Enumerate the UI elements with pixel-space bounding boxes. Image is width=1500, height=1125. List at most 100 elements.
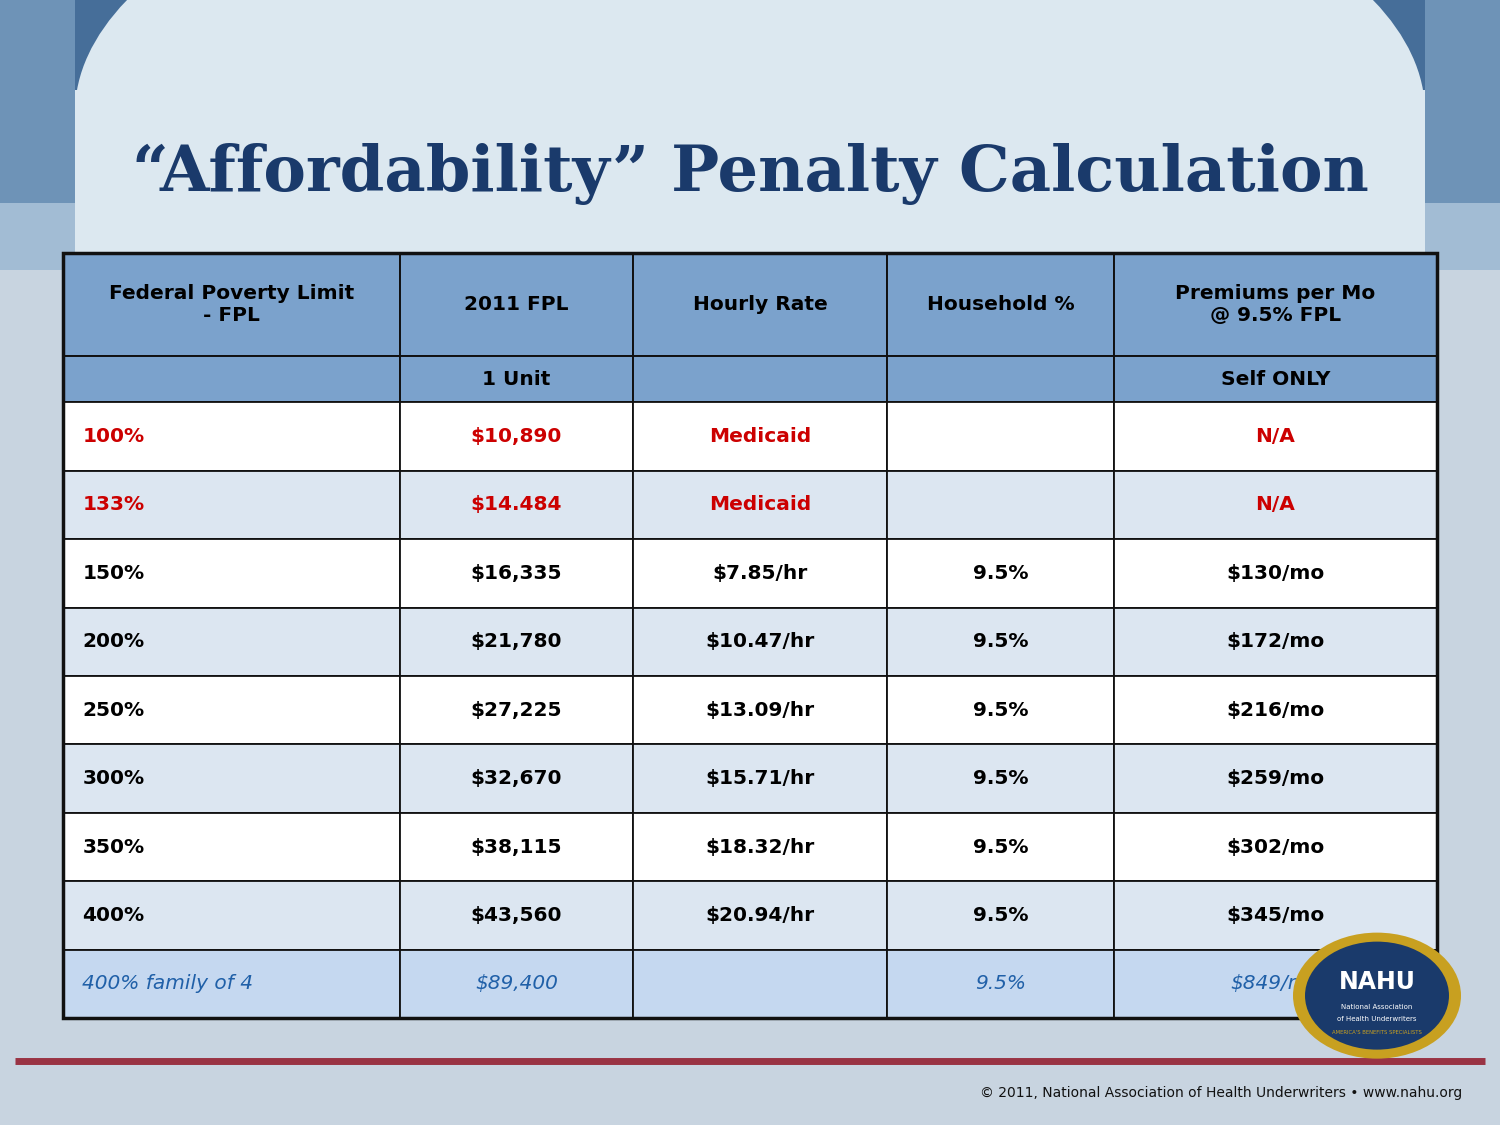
Text: Medicaid: Medicaid xyxy=(710,495,812,514)
Bar xyxy=(399,813,633,881)
Text: 200%: 200% xyxy=(82,632,144,651)
Bar xyxy=(633,676,888,745)
Bar xyxy=(1114,950,1437,1018)
Bar xyxy=(888,539,1114,608)
Bar xyxy=(399,608,633,676)
Bar xyxy=(63,253,1437,1018)
Bar xyxy=(1114,608,1437,676)
Bar xyxy=(1114,539,1437,608)
Bar xyxy=(633,403,888,470)
Bar xyxy=(399,676,633,745)
Bar xyxy=(63,403,399,470)
Bar xyxy=(1114,813,1437,881)
Bar xyxy=(1114,676,1437,745)
Text: 150%: 150% xyxy=(82,564,144,583)
Bar xyxy=(888,745,1114,813)
Bar xyxy=(888,357,1114,403)
Text: AMERICA'S BENEFITS SPECIALISTS: AMERICA'S BENEFITS SPECIALISTS xyxy=(1332,1030,1422,1035)
Text: $302/mo: $302/mo xyxy=(1227,837,1324,856)
Bar xyxy=(0,0,1500,202)
Text: 400%: 400% xyxy=(82,906,144,925)
Text: 9.5%: 9.5% xyxy=(975,974,1026,993)
Text: 1 Unit: 1 Unit xyxy=(482,370,550,389)
Bar xyxy=(399,357,633,403)
Bar xyxy=(1114,253,1437,357)
Bar xyxy=(399,881,633,950)
Text: Self ONLY: Self ONLY xyxy=(1221,370,1330,389)
Text: Premiums per Mo
@ 9.5% FPL: Premiums per Mo @ 9.5% FPL xyxy=(1176,285,1376,325)
Bar xyxy=(399,253,633,357)
Text: $43,560: $43,560 xyxy=(471,906,562,925)
Text: $259/mo: $259/mo xyxy=(1227,770,1324,789)
Text: $10,890: $10,890 xyxy=(471,428,562,446)
Circle shape xyxy=(1293,933,1461,1059)
Bar xyxy=(633,745,888,813)
Bar xyxy=(570,0,990,202)
Text: $13.09/hr: $13.09/hr xyxy=(705,701,815,720)
Text: $27,225: $27,225 xyxy=(471,701,562,720)
Text: © 2011, National Association of Health Underwriters • www.nahu.org: © 2011, National Association of Health U… xyxy=(981,1087,1462,1100)
Text: $849/mo: $849/mo xyxy=(1230,974,1320,993)
Bar xyxy=(888,676,1114,745)
Text: 9.5%: 9.5% xyxy=(974,632,1029,651)
Ellipse shape xyxy=(75,0,1425,405)
Bar xyxy=(399,539,633,608)
Bar xyxy=(633,253,888,357)
Text: 9.5%: 9.5% xyxy=(974,564,1029,583)
Bar xyxy=(888,470,1114,539)
Bar xyxy=(75,90,1425,270)
Text: NAHU: NAHU xyxy=(1338,970,1416,994)
Bar xyxy=(1425,0,1500,270)
Bar xyxy=(1114,881,1437,950)
Text: $15.71/hr: $15.71/hr xyxy=(705,770,815,789)
Text: $32,670: $32,670 xyxy=(471,770,562,789)
Text: $16,335: $16,335 xyxy=(471,564,562,583)
Bar xyxy=(1114,470,1437,539)
Bar xyxy=(633,539,888,608)
Bar xyxy=(888,403,1114,470)
Text: 9.5%: 9.5% xyxy=(974,906,1029,925)
Bar xyxy=(633,881,888,950)
Text: $172/mo: $172/mo xyxy=(1227,632,1324,651)
Bar xyxy=(633,950,888,1018)
Bar xyxy=(1200,0,1500,202)
Bar xyxy=(1114,403,1437,470)
Text: 133%: 133% xyxy=(82,495,144,514)
Text: Hourly Rate: Hourly Rate xyxy=(693,295,828,314)
Text: 100%: 100% xyxy=(82,428,144,446)
Text: $20.94/hr: $20.94/hr xyxy=(705,906,815,925)
Text: Federal Poverty Limit
- FPL: Federal Poverty Limit - FPL xyxy=(108,285,354,325)
Text: 300%: 300% xyxy=(82,770,144,789)
Bar xyxy=(63,608,399,676)
Text: 2011 FPL: 2011 FPL xyxy=(464,295,568,314)
Text: N/A: N/A xyxy=(1256,428,1296,446)
Bar xyxy=(63,470,399,539)
Bar xyxy=(63,950,399,1018)
Bar xyxy=(888,608,1114,676)
Text: $345/mo: $345/mo xyxy=(1227,906,1324,925)
Bar xyxy=(399,745,633,813)
Text: $7.85/hr: $7.85/hr xyxy=(712,564,809,583)
Text: $10.47/hr: $10.47/hr xyxy=(705,632,815,651)
Text: Household %: Household % xyxy=(927,295,1074,314)
Bar xyxy=(63,253,399,357)
Bar xyxy=(63,357,399,403)
Text: “Affordability” Penalty Calculation: “Affordability” Penalty Calculation xyxy=(132,143,1368,206)
Bar xyxy=(888,253,1114,357)
Bar xyxy=(63,813,399,881)
Bar xyxy=(63,676,399,745)
Text: National Association: National Association xyxy=(1341,1004,1413,1010)
Bar xyxy=(63,539,399,608)
Text: 9.5%: 9.5% xyxy=(974,701,1029,720)
Bar xyxy=(888,881,1114,950)
Bar xyxy=(888,813,1114,881)
Text: $14.484: $14.484 xyxy=(471,495,562,514)
Bar xyxy=(399,950,633,1018)
Text: $89,400: $89,400 xyxy=(476,974,558,993)
Bar xyxy=(1114,357,1437,403)
Bar xyxy=(633,813,888,881)
Text: of Health Underwriters: of Health Underwriters xyxy=(1338,1016,1416,1023)
Text: $38,115: $38,115 xyxy=(471,837,562,856)
Text: 9.5%: 9.5% xyxy=(974,837,1029,856)
Bar xyxy=(633,608,888,676)
